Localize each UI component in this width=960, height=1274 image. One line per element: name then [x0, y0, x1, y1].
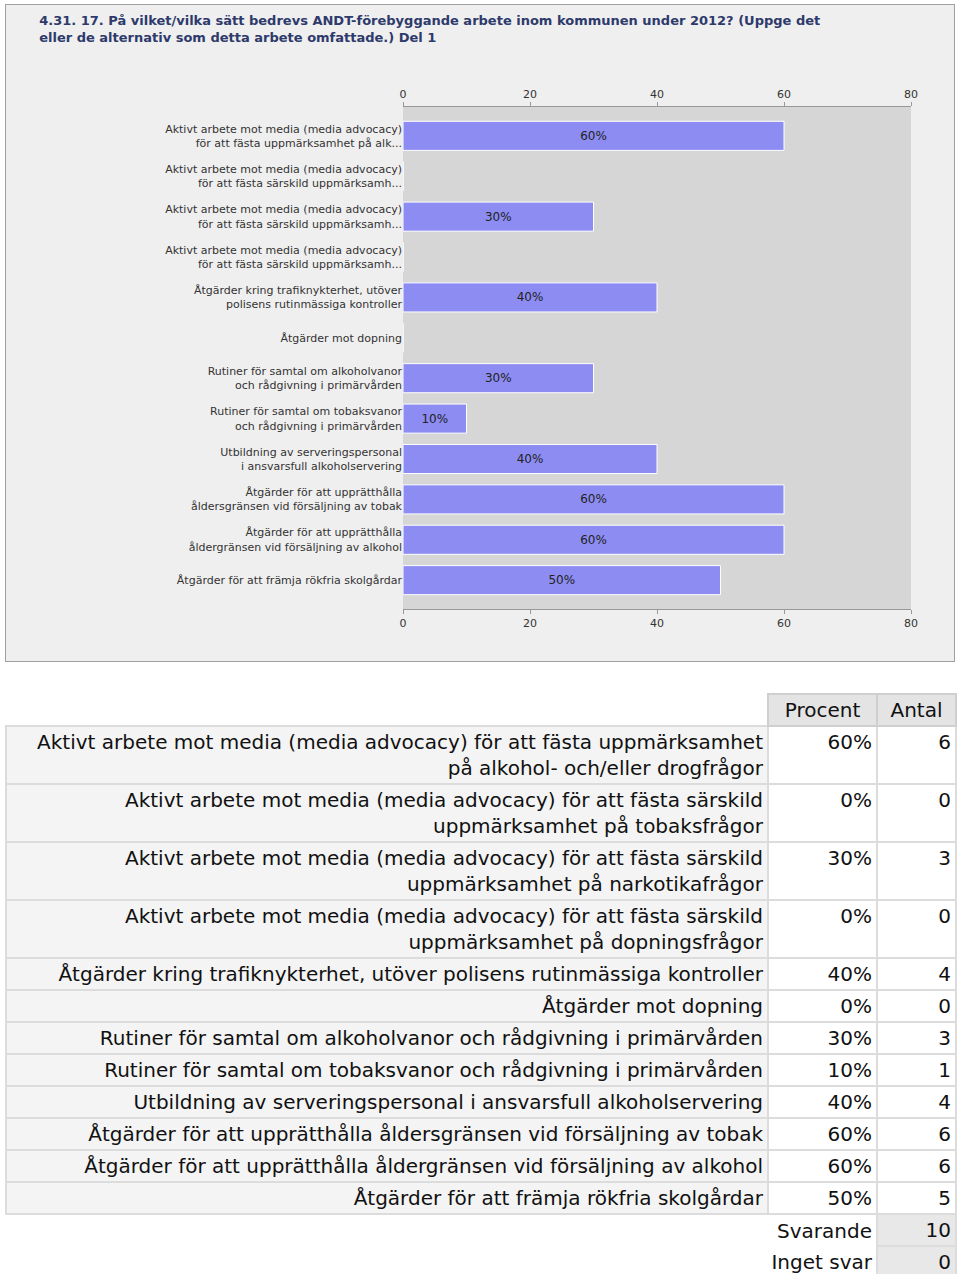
html-text:10%: 10% [827, 1058, 872, 1082]
svg-text:60%: 60% [580, 533, 607, 547]
html-text:40%: 40% [827, 962, 872, 986]
html-text:5: 5 [938, 1186, 951, 1210]
html-text:6: 6 [938, 1122, 951, 1146]
html-text:0%: 0% [840, 788, 872, 812]
html-text:1: 1 [938, 1058, 951, 1082]
html-text:Åtgärder för att upprätthålla: Åtgärder för att upprätthålla åldersgrän… [88, 1122, 763, 1146]
svg-text:40%: 40% [517, 452, 544, 466]
svg-text:0: 0 [400, 88, 407, 101]
html-text:0: 0 [938, 788, 951, 812]
svg-text:60: 60 [777, 88, 791, 101]
html-text:Aktivt arbete mot media (media: Aktivt arbete mot media (media advocacy)… [125, 846, 763, 896]
svg-text:60%: 60% [580, 492, 607, 506]
svg-text:40%: 40% [517, 290, 544, 304]
html-text:50%: 50% [827, 1186, 872, 1210]
svg-text:4.31. 17. På vilket/vilka sätt: 4.31. 17. På vilket/vilka sätt bedrevs A… [39, 13, 820, 45]
svg-text:Rutiner för samtal om tobaksva: Rutiner för samtal om tobaksvanoroch råd… [210, 405, 402, 432]
html-text:0: 0 [938, 1250, 951, 1274]
html-text:4: 4 [938, 1090, 951, 1114]
svg-text:80: 80 [904, 88, 918, 101]
html-text:Aktivt arbete mot media (media: Aktivt arbete mot media (media advocacy)… [37, 730, 763, 780]
html-text:3: 3 [938, 846, 951, 870]
html-text:6: 6 [938, 730, 951, 754]
svg-text:80: 80 [904, 617, 918, 630]
svg-text:40: 40 [650, 617, 664, 630]
svg-text:Åtgärder för att främja rökfri: Åtgärder för att främja rökfria skolgård… [177, 574, 403, 587]
svg-text:50%: 50% [548, 573, 575, 587]
svg-text:Aktivt arbete mot media (media: Aktivt arbete mot media (media advocacy)… [165, 203, 402, 230]
html-text:Inget svar: Inget svar [771, 1250, 872, 1274]
html-text:6: 6 [938, 1154, 951, 1178]
html-text:30%: 30% [827, 1026, 872, 1050]
html-text:60%: 60% [827, 730, 872, 754]
html-text:Aktivt arbete mot media (media: Aktivt arbete mot media (media advocacy)… [125, 904, 763, 954]
html-text:30%: 30% [827, 846, 872, 870]
svg-text:10%: 10% [421, 412, 448, 426]
html-text:0: 0 [938, 994, 951, 1018]
svg-text:Åtgärder mot dopning: Åtgärder mot dopning [280, 332, 402, 345]
svg-text:Rutiner för samtal om alkoholv: Rutiner för samtal om alkoholvanoroch rå… [208, 365, 403, 392]
html-text:40%: 40% [827, 1090, 872, 1114]
html-text:Åtgärder för att främja rökfri: Åtgärder för att främja rökfria skolgård… [353, 1186, 763, 1210]
html-text:Antal: Antal [890, 698, 943, 722]
svg-text:Utbildning av serveringsperson: Utbildning av serveringspersonali ansvar… [220, 446, 402, 473]
html-text:60%: 60% [827, 1154, 872, 1178]
html-text:Åtgärder för att upprätthålla: Åtgärder för att upprätthålla åldergräns… [84, 1154, 763, 1178]
svg-text:40: 40 [650, 88, 664, 101]
html-text:Svarande: Svarande [777, 1218, 872, 1243]
html-text:Rutiner för samtal om tobaksva: Rutiner för samtal om tobaksvanor och rå… [104, 1058, 763, 1082]
html-text:0%: 0% [840, 994, 872, 1018]
svg-text:60: 60 [777, 617, 791, 630]
html-text:0%: 0% [840, 904, 872, 928]
svg-text:Aktivt arbete mot media (media: Aktivt arbete mot media (media advocacy)… [165, 244, 402, 271]
html-text:3: 3 [938, 1026, 951, 1050]
html-text:Åtgärder kring trafiknykterhet: Åtgärder kring trafiknykterhet, utöver p… [58, 962, 763, 986]
html-text:0: 0 [938, 904, 951, 928]
svg-text:30%: 30% [485, 210, 512, 224]
html-text:Utbildning av serveringsperson: Utbildning av serveringspersonal i ansva… [133, 1090, 763, 1114]
html-text:Aktivt arbete mot media (media: Aktivt arbete mot media (media advocacy)… [125, 788, 763, 838]
svg-text:Åtgärder för att upprätthållaå: Åtgärder för att upprätthållaåldergränse… [189, 526, 402, 553]
svg-text:60%: 60% [580, 129, 607, 143]
svg-text:20: 20 [523, 617, 537, 630]
html-text:60%: 60% [827, 1122, 872, 1146]
html-text:10: 10 [925, 1218, 951, 1242]
svg-text:30%: 30% [485, 371, 512, 385]
svg-text:0: 0 [400, 617, 407, 630]
svg-text:Åtgärder för att upprätthållaå: Åtgärder för att upprätthållaåldersgräns… [191, 486, 403, 513]
html-text:Åtgärder mot dopning: Åtgärder mot dopning [541, 994, 763, 1018]
svg-text:Aktivt arbete mot media (media: Aktivt arbete mot media (media advocacy)… [165, 123, 402, 150]
html-text:Procent: Procent [784, 698, 861, 722]
svg-text:20: 20 [523, 88, 537, 101]
svg-text:Aktivt arbete mot media (media: Aktivt arbete mot media (media advocacy)… [165, 163, 402, 190]
html-text:Rutiner för samtal om alkoholv: Rutiner för samtal om alkoholvanor och r… [99, 1026, 763, 1050]
svg-text:Åtgärder kring trafiknykterhet: Åtgärder kring trafiknykterhet, utöverpo… [194, 284, 403, 311]
html-text:4: 4 [938, 962, 951, 986]
